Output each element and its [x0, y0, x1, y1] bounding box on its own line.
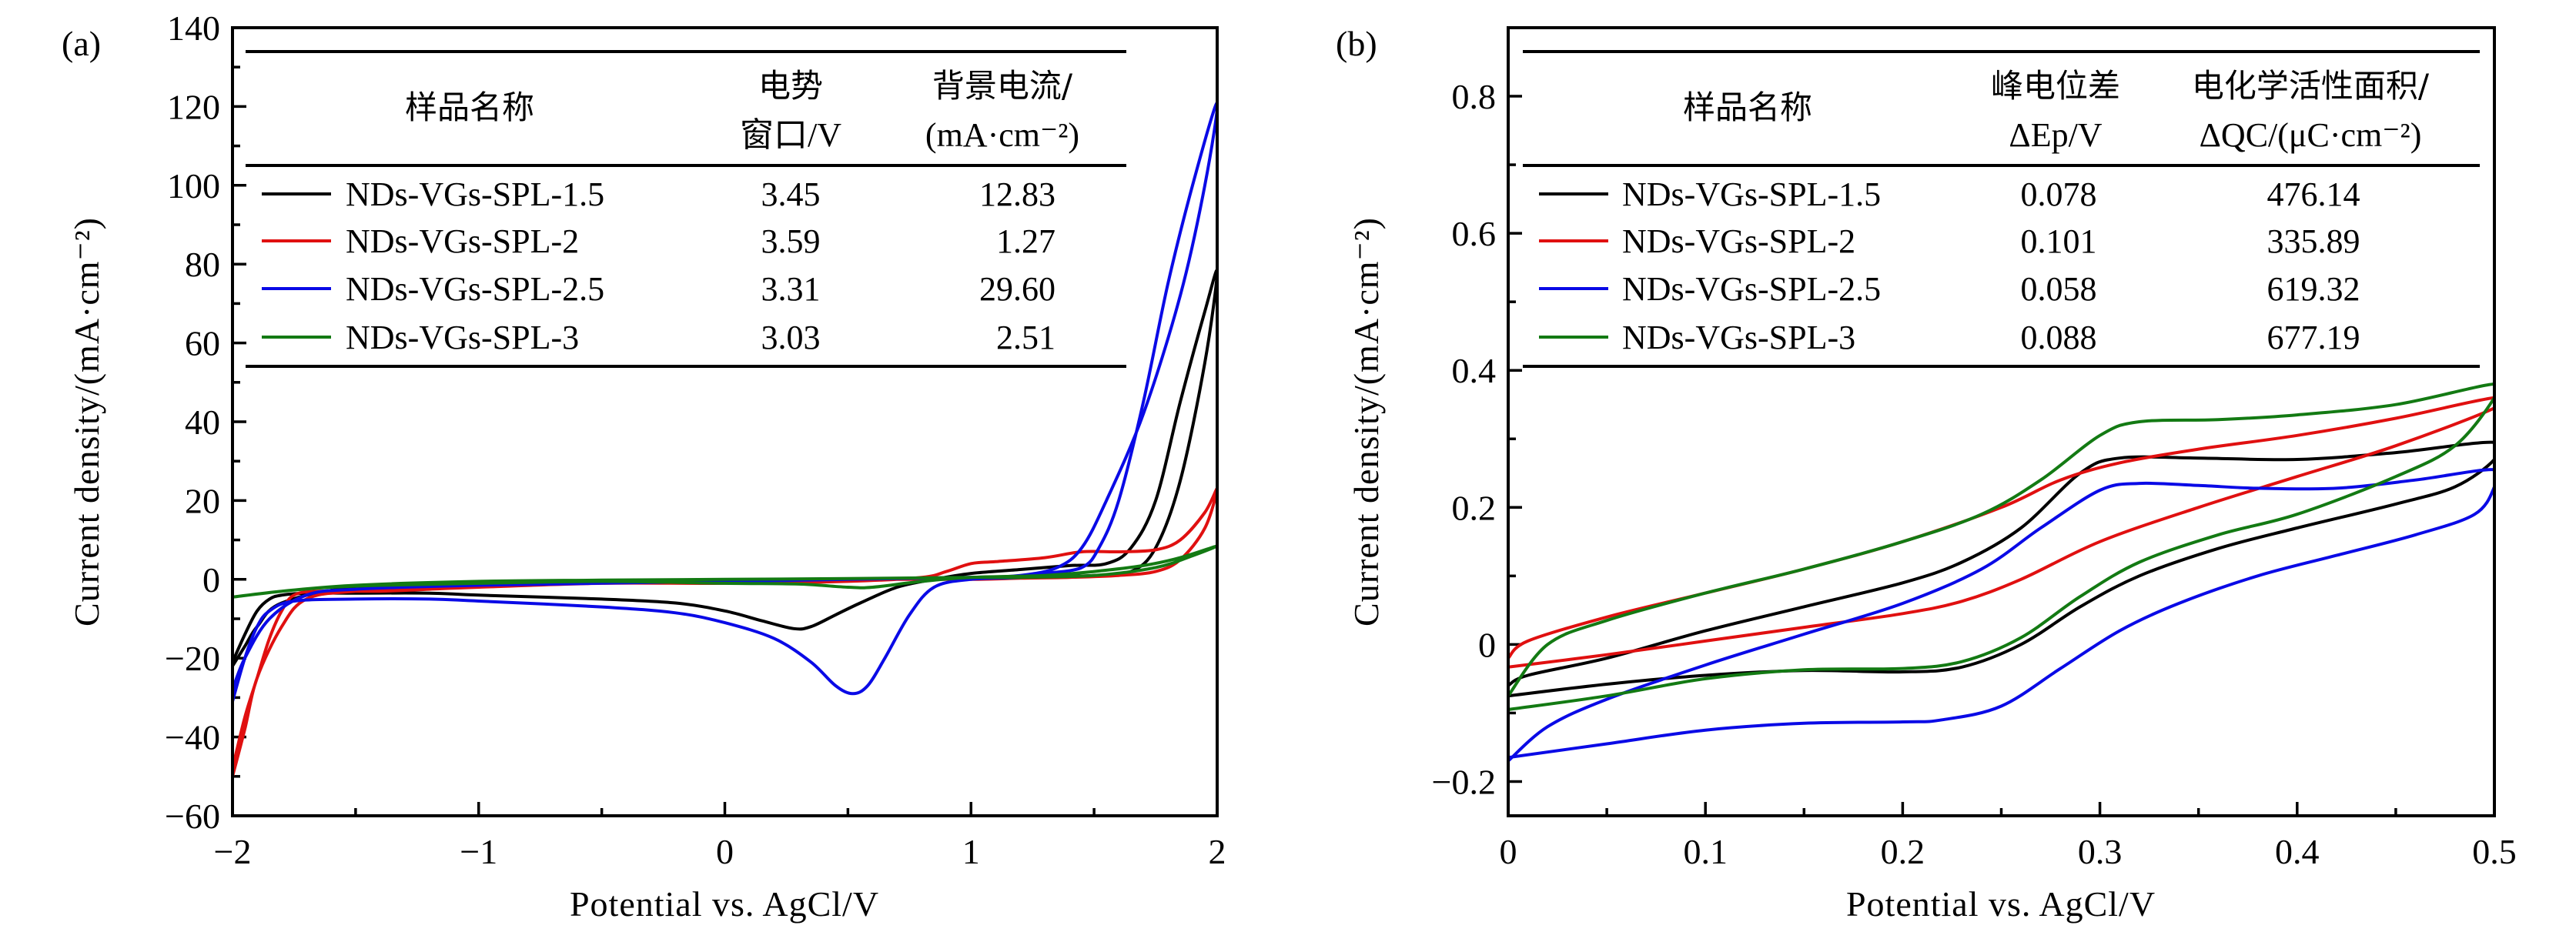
panel-label-b: (b)	[1336, 24, 1377, 63]
curve-nds-vgs-spl-1.5	[1508, 440, 2494, 698]
x-tick-label: −1	[460, 832, 497, 871]
legend-label: NDs-VGs-SPL-2.5	[346, 270, 604, 308]
table-cell-col1: 0.101	[2021, 222, 2097, 260]
y-tick-label: 140	[167, 8, 220, 48]
y-tick-label: 40	[185, 403, 220, 442]
legend-label: NDs-VGs-SPL-1.5	[346, 175, 604, 213]
panel-a-curves	[233, 101, 1217, 778]
panel-b-table: 样品名称 峰电位差 ΔEp/V 电化学活性面积/ΔQC/(μC·cm⁻²) NDs-VG…	[1523, 50, 2480, 368]
legend-label: NDs-VGs-SPL-2.5	[1622, 270, 1881, 308]
y-tick-label: 20	[185, 481, 220, 520]
x-tick-label: 0.4	[2275, 832, 2320, 871]
panel-b-y-axis-label: Current density/(mA·cm⁻²)	[1347, 217, 1386, 626]
table-header-col1-line2: ΔEp/V	[2009, 116, 2102, 154]
table-cell-col1: 3.03	[761, 319, 821, 356]
table-cell-col1: 0.088	[2021, 319, 2097, 356]
x-tick-label: −2	[214, 832, 252, 871]
y-tick-label: 100	[167, 166, 220, 205]
table-header-col2-line1: 电化学活性面积/	[2192, 67, 2430, 105]
curve-nds-vgs-spl-3	[233, 544, 1217, 599]
panel-b-ticks: 0 0.1 0.2 0.3 0.4 0.5−0.200.20.40.60.8	[1432, 77, 2517, 871]
y-tick-label: 120	[167, 87, 220, 126]
y-tick-label: 0.6	[1452, 214, 1497, 253]
y-tick-label: −40	[165, 718, 220, 757]
table-row: NDs-VGs-SPL-2 3.59 1.27	[262, 222, 1055, 260]
table-cell-col1: 3.31	[761, 270, 821, 308]
table-header-name: 样品名称	[405, 89, 534, 126]
panel-b-curves	[1508, 382, 2494, 763]
table-cell-col1: 3.59	[761, 222, 821, 260]
x-tick-label: 0.3	[2078, 832, 2123, 871]
table-header-name: 样品名称	[1683, 89, 1812, 126]
x-tick-label: 0	[1500, 832, 1517, 871]
table-cell-col2: 1.27	[996, 222, 1055, 260]
y-tick-label: 0.8	[1452, 77, 1497, 116]
table-row: NDs-VGs-SPL-1.5 3.45 12.83	[262, 175, 1055, 213]
table-header-col1-line2: 窗口/V	[740, 116, 841, 154]
y-tick-label: −60	[165, 797, 220, 836]
table-header-col2-line2: ΔQC/(μC·cm⁻²)	[2200, 116, 2422, 154]
curve-nds-vgs-spl-3	[1508, 382, 2494, 711]
table-cell-col2: 677.19	[2267, 319, 2360, 356]
panel-b-x-axis-label: Potential vs. AgCl/V	[1846, 884, 2156, 924]
table-header-col1-line1: 电势	[758, 67, 823, 105]
x-tick-label: 2	[1209, 832, 1226, 871]
y-tick-label: −0.2	[1432, 762, 1496, 801]
legend-label: NDs-VGs-SPL-1.5	[1622, 175, 1881, 213]
table-row: NDs-VGs-SPL-2.5 3.31 29.60	[262, 270, 1055, 308]
table-row: NDs-VGs-SPL-3 0.088 677.19	[1539, 319, 2360, 356]
table-header-col1-line1: 峰电位差	[1991, 67, 2120, 105]
table-header-col2-line1: 背景电流/	[932, 67, 1073, 105]
curve-nds-vgs-spl-2.5	[1508, 468, 2494, 763]
table-cell-col2: 619.32	[2267, 270, 2360, 308]
table-cell-col2: 29.60	[979, 270, 1055, 308]
curve-nds-vgs-spl-2	[233, 486, 1217, 778]
table-row: NDs-VGs-SPL-2.5 0.058 619.32	[1539, 270, 2360, 308]
x-tick-label: 0.5	[2472, 832, 2517, 871]
y-tick-label: 0.4	[1452, 351, 1497, 390]
table-row: NDs-VGs-SPL-1.5 0.078 476.14	[1539, 175, 2360, 213]
table-cell-col2: 335.89	[2267, 222, 2360, 260]
table-header-col2-line2: (mA·cm⁻²)	[925, 116, 1079, 154]
table-cell-col1: 3.45	[761, 175, 821, 213]
panel-b: (b) 0 0.1 0.2 0.3 0.4 0.5−0.200.20.40.60.8 样品…	[1336, 24, 2517, 924]
y-tick-label: −20	[165, 639, 220, 678]
legend-label: NDs-VGs-SPL-3	[1622, 319, 1855, 356]
legend-label: NDs-VGs-SPL-2	[1622, 222, 1855, 260]
y-tick-label: 0.2	[1452, 488, 1497, 527]
panel-a-ticks: −2 −1 0 1 2 −60 −40 −20 0 20 40 60 80 100 120 140	[165, 8, 1226, 871]
y-tick-label: 60	[185, 324, 220, 363]
panel-label-a: (a)	[62, 24, 101, 63]
y-tick-label: 0	[1478, 625, 1496, 664]
x-tick-label: 0.2	[1881, 832, 1925, 871]
panel-a-x-axis-label: Potential vs. AgCl/V	[570, 884, 879, 924]
curve-nds-vgs-spl-2	[1508, 396, 2494, 669]
panel-a-y-axis-label: Current density/(mA·cm⁻²)	[67, 217, 106, 626]
panel-a: (a) −2 −1 0 1 2 −60 −40 −20 0 20 40 60 80 100 120 140 样…	[62, 8, 1226, 924]
table-cell-col1: 0.058	[2021, 270, 2097, 308]
panel-b-plot-frame	[1507, 26, 2496, 817]
y-tick-label: 0	[202, 560, 220, 600]
legend-label: NDs-VGs-SPL-2	[346, 222, 579, 260]
table-row: NDs-VGs-SPL-2 0.101 335.89	[1539, 222, 2360, 260]
x-tick-label: 0	[716, 832, 734, 871]
legend-label: NDs-VGs-SPL-3	[346, 319, 579, 356]
x-tick-label: 1	[962, 832, 980, 871]
y-tick-label: 80	[185, 245, 220, 284]
table-cell-col2: 12.83	[979, 175, 1055, 213]
x-tick-label: 0.1	[1683, 832, 1728, 871]
panel-a-plot-frame	[231, 26, 1219, 817]
table-cell-col2: 476.14	[2267, 175, 2360, 213]
table-cell-col1: 0.078	[2021, 175, 2097, 213]
table-row: NDs-VGs-SPL-3 3.03 2.51	[262, 319, 1055, 356]
table-cell-col2: 2.51	[996, 319, 1055, 356]
